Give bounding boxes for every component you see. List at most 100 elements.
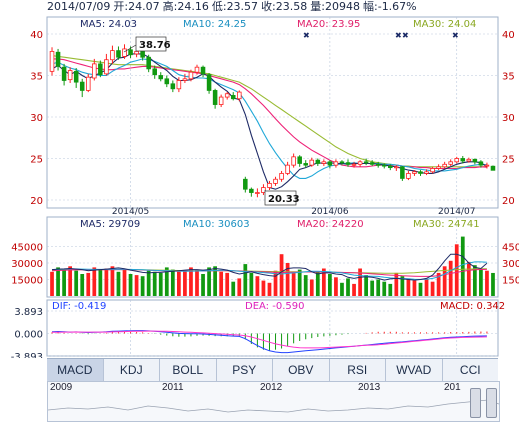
volume-bar [315, 271, 320, 296]
vol-ytick-right: 30000 [502, 259, 519, 270]
candle-body [303, 163, 308, 166]
candle-body [134, 51, 139, 55]
candle-body [140, 51, 145, 58]
volume-bar [334, 277, 338, 296]
event-marker-icon[interactable]: ✖ [402, 31, 409, 40]
candle-body [321, 161, 327, 164]
macd-ytick: 3.893 [14, 307, 43, 318]
volume-bar [122, 269, 127, 296]
candle-body [104, 59, 109, 75]
volume-bar [442, 266, 447, 296]
volume-bar [80, 274, 85, 296]
candle-body [267, 182, 272, 188]
price-ytick-right: 40 [502, 30, 515, 41]
candle-body [363, 161, 369, 164]
candle-body [412, 171, 417, 174]
volume-bar [140, 276, 145, 296]
stock-chart[interactable]: 2014/07/09 开:24.07 高:24.16 低:23.57 收:23.58 量:… [0, 0, 519, 358]
volume-bar [382, 281, 387, 296]
candle-body [116, 50, 121, 58]
volume-bar [273, 270, 278, 296]
candle-body [152, 68, 157, 76]
volume-bar [68, 266, 73, 296]
event-marker-icon[interactable]: ✖ [452, 31, 459, 40]
volume-bar [358, 268, 362, 296]
candle-body [279, 173, 284, 180]
price-xtick: 2014/07 [438, 207, 475, 217]
candle-body [92, 63, 97, 79]
candle-body [98, 63, 103, 76]
macd-ytick: 0.000 [14, 330, 43, 341]
volume-bar [98, 269, 103, 296]
tab-cci[interactable]: CCI [459, 363, 481, 377]
macd-panel: 3.893 0.000 -3.893 DIF: -0.419 DEA: -0.590… [11, 299, 505, 358]
volume-panel: 45000 45000 30000 30000 15000 15000 MA5: 2970… [11, 216, 519, 298]
price-xtick: 2014/06 [311, 207, 349, 217]
navigator-right-handle[interactable] [486, 388, 497, 418]
volume-bar [285, 263, 290, 296]
volume-bar [418, 282, 423, 296]
candle-body [79, 81, 85, 91]
candle-body [381, 164, 387, 167]
volume-bar [74, 270, 79, 296]
volume-bar [116, 271, 121, 296]
volume-bar [400, 276, 405, 296]
candle-body [466, 158, 472, 162]
candle-body [442, 163, 447, 168]
navigator-left-handle[interactable] [470, 388, 481, 418]
tab-psy[interactable]: PSY [217, 359, 273, 381]
header-date: 2014/07/09 [47, 0, 110, 13]
candle-body [61, 66, 67, 81]
candle-body [194, 66, 200, 73]
candle-body [430, 168, 435, 173]
min-price-callout: 20.33 [264, 189, 300, 206]
price-ytick-left: 25 [30, 155, 43, 166]
volume-bar [479, 269, 483, 296]
event-marker-icon[interactable]: ✖ [303, 31, 310, 40]
candle-body [128, 49, 133, 56]
volume-bar [146, 270, 151, 296]
tab-kdj[interactable]: KDJ [104, 359, 160, 381]
nav-year-2013: 2013 [358, 382, 381, 393]
volume-bar [394, 272, 399, 296]
vol-ytick-right: 45000 [502, 243, 519, 254]
time-navigator[interactable]: 2009 2011 2012 2013 201 [47, 381, 500, 422]
volume-bar [249, 272, 254, 296]
volume-bar [92, 267, 97, 296]
candle-body [200, 66, 206, 75]
volume-bar [370, 280, 375, 296]
volume-bar [152, 271, 157, 296]
candle-body [188, 71, 194, 80]
volume-bar [376, 279, 381, 296]
tab-wvad[interactable]: WVAD [386, 359, 443, 381]
tab-boll[interactable]: BOLL [160, 359, 217, 381]
price-ytick-left: 35 [30, 72, 43, 83]
volume-bar [243, 264, 248, 296]
svg-text:✖: ✖ [303, 31, 310, 40]
candle-body [212, 90, 218, 105]
vol-ma10-line [51, 261, 487, 280]
volume-bar [104, 268, 109, 296]
candle-body [351, 163, 357, 166]
candle-body [164, 78, 170, 85]
candle-body [255, 192, 260, 194]
candle-body [285, 164, 290, 174]
candle-body [345, 162, 351, 165]
price-ma20-line [52, 58, 487, 170]
candle-body [394, 166, 399, 169]
candle-body [297, 156, 302, 164]
vol-ma5-line [51, 253, 488, 281]
candle-body [67, 70, 73, 81]
tab-macd[interactable]: MACD [47, 359, 104, 381]
event-marker-icon[interactable]: ✖ [395, 31, 402, 40]
candle-body [375, 163, 381, 166]
volume-bar [412, 280, 417, 296]
volume-bar [189, 267, 193, 296]
tab-obv[interactable]: OBV [273, 359, 330, 381]
tab-rsi[interactable]: RSI [330, 359, 386, 381]
volume-bar [491, 272, 495, 296]
volume-bar [176, 271, 181, 296]
volume-bar [134, 275, 139, 296]
volume-bar [255, 276, 260, 296]
candle-body [454, 158, 460, 163]
